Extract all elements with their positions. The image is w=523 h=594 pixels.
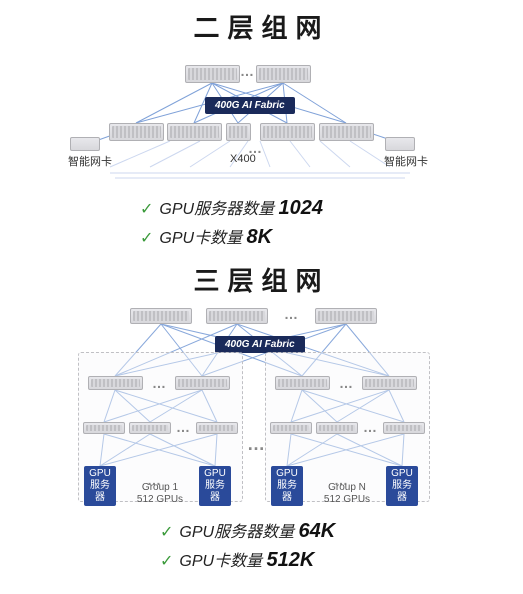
check-icon: ✓ bbox=[140, 201, 153, 218]
nic-card bbox=[70, 137, 100, 151]
diagram-two-tier: … … 400G AI Fabric 智能网卡 X400 智能网卡 bbox=[0, 55, 523, 185]
gpu-server: GPU服务器 bbox=[386, 466, 418, 506]
spine-switch bbox=[256, 65, 311, 83]
metric-value: 8K bbox=[247, 226, 273, 248]
agg-switch bbox=[275, 376, 330, 390]
title-two-tier: 二层组网 bbox=[0, 8, 523, 45]
leaf-switch bbox=[319, 123, 374, 141]
metric-row: ✓ GPU卡数量 8K bbox=[140, 224, 523, 249]
gpu-server: GPU服务器 bbox=[84, 466, 116, 506]
metric-label: GPU服务器数量 bbox=[179, 524, 298, 541]
metrics-two-tier: ✓ GPU服务器数量 1024 ✓ GPU卡数量 8K bbox=[140, 195, 523, 249]
metric-row: ✓ GPU服务器数量 64K bbox=[160, 518, 523, 543]
check-icon: ✓ bbox=[140, 230, 153, 247]
ellipsis: … bbox=[176, 419, 190, 435]
gpu-server: GPU服务器 bbox=[271, 466, 303, 506]
access-switch bbox=[196, 422, 238, 434]
metric-value: 512K bbox=[267, 549, 315, 571]
section-two-tier: 二层组网 bbox=[0, 8, 523, 249]
check-icon: ✓ bbox=[160, 553, 173, 570]
group-label-n: Group N512 GPUs bbox=[317, 482, 377, 506]
metric-label: GPU卡数量 bbox=[179, 553, 266, 570]
access-switch bbox=[270, 422, 312, 434]
center-label: X400 bbox=[230, 153, 256, 165]
metric-row: ✓ GPU卡数量 512K bbox=[160, 547, 523, 572]
agg-switch bbox=[88, 376, 143, 390]
leaf-switch bbox=[167, 123, 222, 141]
spine-switch bbox=[185, 65, 240, 83]
metric-value: 64K bbox=[299, 520, 336, 542]
agg-switch bbox=[362, 376, 417, 390]
ellipsis: … bbox=[240, 63, 254, 79]
access-switch bbox=[83, 422, 125, 434]
fabric-label: 400G AI Fabric bbox=[215, 336, 305, 353]
metric-row: ✓ GPU服务器数量 1024 bbox=[140, 195, 523, 220]
leaf-switch bbox=[260, 123, 315, 141]
metric-value: 1024 bbox=[279, 197, 324, 219]
metrics-three-tier: ✓ GPU服务器数量 64K ✓ GPU卡数量 512K bbox=[160, 518, 523, 572]
agg-switch bbox=[175, 376, 230, 390]
nic-card bbox=[385, 137, 415, 151]
section-three-tier: 三层组网 bbox=[0, 261, 523, 572]
core-switch bbox=[315, 308, 377, 324]
core-switch bbox=[130, 308, 192, 324]
title-three-tier: 三层组网 bbox=[0, 261, 523, 298]
ellipsis: … bbox=[339, 375, 353, 391]
group-label-1: Group 1512 GPUs bbox=[130, 482, 190, 506]
access-switch bbox=[129, 422, 171, 434]
leaf-switch bbox=[109, 123, 164, 141]
ellipsis: … bbox=[284, 306, 298, 322]
nic-label-left: 智能网卡 bbox=[68, 153, 112, 169]
nic-label-right: 智能网卡 bbox=[384, 153, 428, 169]
gpu-server: GPU服务器 bbox=[199, 466, 231, 506]
ellipsis: … bbox=[363, 419, 377, 435]
ellipsis: … bbox=[247, 434, 265, 455]
metric-label: GPU卡数量 bbox=[159, 230, 246, 247]
leaf-switch bbox=[226, 123, 251, 141]
core-switch bbox=[206, 308, 268, 324]
metric-label: GPU服务器数量 bbox=[159, 201, 278, 218]
ellipsis: … bbox=[152, 375, 166, 391]
access-switch bbox=[383, 422, 425, 434]
diagram-three-tier: … 400G AI Fabric … … GPU服务器 GPU服务器 … Gro… bbox=[0, 304, 523, 514]
check-icon: ✓ bbox=[160, 524, 173, 541]
fabric-label: 400G AI Fabric bbox=[205, 97, 295, 114]
access-switch bbox=[316, 422, 358, 434]
